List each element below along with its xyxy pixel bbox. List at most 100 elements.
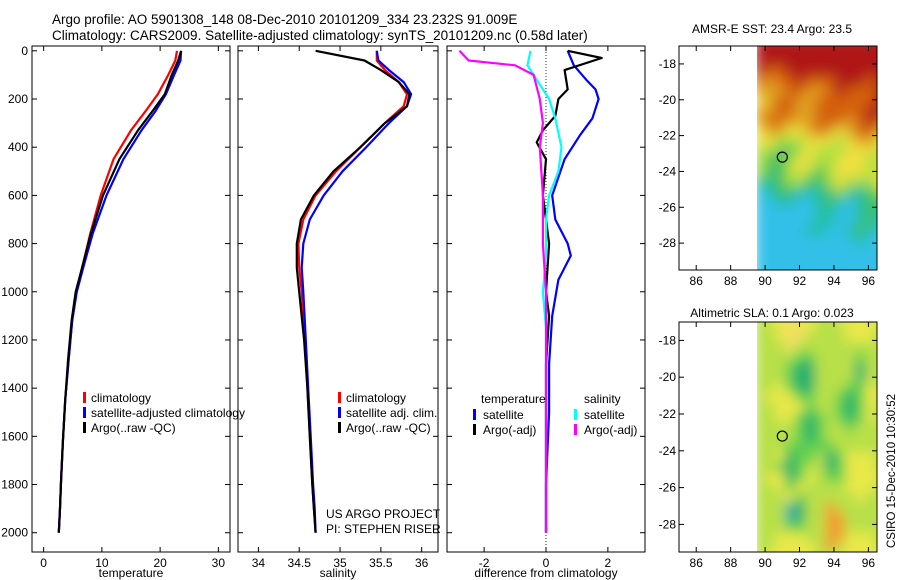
map-cell: [865, 256, 877, 267]
y-tick-label: -18: [659, 57, 677, 71]
map-cell: [835, 542, 847, 552]
y-tick-label: 200: [8, 92, 28, 106]
map-cell: [855, 472, 867, 483]
climatology-title: Climatology: CARS2009. Satellite-adjuste…: [52, 28, 588, 43]
map-cell: [785, 542, 797, 552]
map-cell: [795, 146, 807, 157]
temperature-frame: [31, 45, 231, 553]
map-cell: [835, 116, 847, 127]
x-tick-label: 35: [333, 556, 347, 570]
map-cell: [785, 66, 797, 77]
y-tick-label: -20: [659, 370, 677, 384]
map-cell: [785, 56, 797, 67]
salinity-series-argo-raw-qc-: [295, 49, 411, 533]
map-cell: [795, 362, 807, 373]
map-cell: [765, 66, 777, 77]
legend-swatch: [473, 409, 476, 420]
map-cell: [765, 482, 777, 493]
map-cell: [875, 46, 877, 47]
map-cell: [805, 76, 817, 87]
map-cell: [805, 266, 817, 270]
map-cell: [775, 226, 787, 237]
map-cell: [795, 206, 807, 217]
salinity-xlabel: salinity: [320, 566, 357, 580]
map-cell: [885, 522, 896, 533]
map-cell: [825, 176, 837, 187]
map-cell: [885, 86, 896, 97]
map-cell: [775, 246, 787, 257]
map-cell: [885, 226, 896, 237]
map-cell: [757, 96, 767, 107]
map-cell: [885, 532, 896, 543]
map-cell: [825, 492, 837, 503]
map-cell: [865, 46, 877, 47]
map-cell: [875, 542, 877, 552]
map-cell: [825, 512, 837, 523]
map-cell: [815, 186, 827, 197]
map-cell: [805, 412, 817, 423]
map-cell: [795, 462, 807, 473]
map-cell: [835, 136, 847, 147]
map-cell: [825, 392, 837, 403]
map-cell: [875, 472, 877, 483]
map-cell: [845, 402, 857, 413]
x-tick-label: 92: [793, 556, 807, 570]
map-cell: [865, 352, 877, 363]
map-cell: [765, 116, 777, 127]
map-cell: [865, 156, 877, 167]
map-cell: [845, 206, 857, 217]
map-cell: [775, 352, 787, 363]
map-cell: [885, 312, 896, 323]
salinity-frame: [237, 45, 439, 553]
x-tick-label: 35.5: [369, 556, 393, 570]
map-cell: [815, 246, 827, 257]
map-cell: [865, 226, 877, 237]
map-cell: [845, 482, 857, 493]
map-cell: [795, 106, 807, 117]
map-cell: [835, 216, 847, 227]
map-cell: [885, 196, 896, 207]
map-cell: [865, 216, 877, 227]
map-cell: [865, 512, 877, 523]
map-cell: [825, 362, 837, 373]
map-cell: [765, 412, 777, 423]
map-cell: [875, 322, 877, 323]
map-cell: [865, 96, 877, 107]
map-cell: [765, 246, 777, 257]
map-cell: [775, 276, 786, 287]
map-cell: [785, 116, 797, 127]
map-cell: [757, 66, 767, 77]
map-cell: [815, 266, 827, 270]
map-cell: [805, 166, 817, 177]
map-cell: [825, 156, 837, 167]
legend-swatch: [574, 424, 577, 435]
map-cell: [785, 206, 797, 217]
map-cell: [875, 186, 877, 197]
map-cell: [775, 86, 787, 97]
map-cell: [815, 166, 827, 177]
y-tick-label: 2000: [1, 526, 28, 540]
map-cell: [795, 332, 807, 343]
map-cell: [805, 422, 817, 433]
map-cell: [775, 422, 787, 433]
map-cell: [875, 412, 877, 423]
map-cell: [825, 266, 837, 270]
map-cell: [815, 472, 827, 483]
map-cell: [865, 266, 877, 270]
map-cell: [825, 322, 837, 333]
map-cell: [845, 126, 857, 137]
map-cell: [875, 246, 877, 257]
map-cell: [765, 502, 777, 513]
map-cell: [765, 166, 777, 177]
map-cell: [775, 46, 787, 47]
map-cell: [825, 126, 837, 137]
map-cell: [835, 382, 847, 393]
map-cell: [835, 502, 847, 513]
project-label: US ARGO PROJECT: [326, 507, 441, 521]
map-cell: [775, 126, 787, 137]
map-cell: [757, 472, 767, 483]
map-cell: [795, 372, 807, 383]
map-cell: [775, 482, 787, 493]
map-cell: [805, 532, 817, 543]
